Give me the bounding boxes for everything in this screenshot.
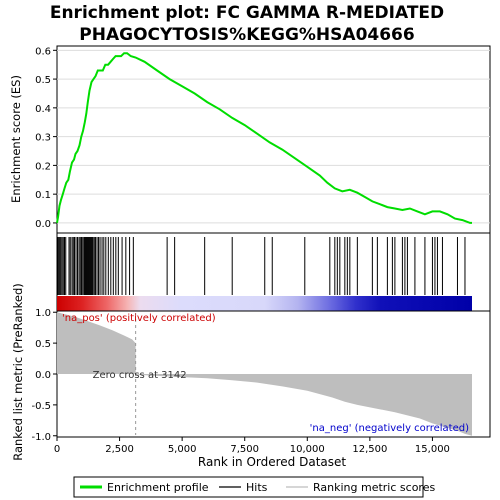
legend-box <box>73 476 424 498</box>
zero-cross-label: Zero cross at 3142 <box>93 370 187 381</box>
es-y-tick-label: 0.6 <box>35 46 51 57</box>
rank-heatmap-bar <box>57 296 472 311</box>
metric-y-tick-label: -1.0 <box>31 432 51 443</box>
x-tick-label: 12,500 <box>352 444 387 455</box>
es-y-axis-label: Enrichment score (ES) <box>9 75 23 203</box>
ranking-metric-area <box>57 312 472 436</box>
es-y-tick-label: 0.1 <box>35 190 51 201</box>
x-tick-label: 2,500 <box>105 444 134 455</box>
x-axis-label: Rank in Ordered Dataset <box>198 455 346 469</box>
enrichment-profile-line <box>56 52 472 224</box>
metric-y-tick-label: 0.0 <box>35 370 51 381</box>
chart-title-line1: Enrichment plot: FC GAMMA R-MEDIATED <box>50 3 444 23</box>
negative-correlation-label: 'na_neg' (negatively correlated) <box>310 423 469 434</box>
hit-lines <box>57 237 466 295</box>
legend-label: Enrichment profile <box>107 481 209 494</box>
metric-y-tick-label: 0.5 <box>35 339 51 350</box>
x-tick-label: 5,000 <box>168 444 197 455</box>
chart-title-line2: PHAGOCYTOSIS%KEGG%HSA04666 <box>79 25 414 45</box>
metric-y-axis-label: Ranked list metric (PreRanked) <box>11 283 25 461</box>
x-tick-label: 10,000 <box>290 444 325 455</box>
metric-y-tick-label: -0.5 <box>31 401 51 412</box>
x-tick-label: 7,500 <box>230 444 259 455</box>
es-y-tick-label: 0.5 <box>35 75 51 86</box>
positive-correlation-label: 'na_pos' (positively correlated) <box>62 313 216 324</box>
legend-label: Hits <box>246 481 268 494</box>
x-tick-label: 0 <box>54 444 60 455</box>
es-y-tick-label: 0.4 <box>35 104 51 115</box>
es-y-tick-label: 0.3 <box>35 133 51 144</box>
x-tick-label: 15,000 <box>415 444 450 455</box>
metric-y-tick-label: 1.0 <box>35 308 51 319</box>
es-y-tick-label: 0.2 <box>35 161 51 172</box>
legend-label: Ranking metric scores <box>313 481 435 494</box>
es-y-tick-label: 0.0 <box>35 219 51 230</box>
